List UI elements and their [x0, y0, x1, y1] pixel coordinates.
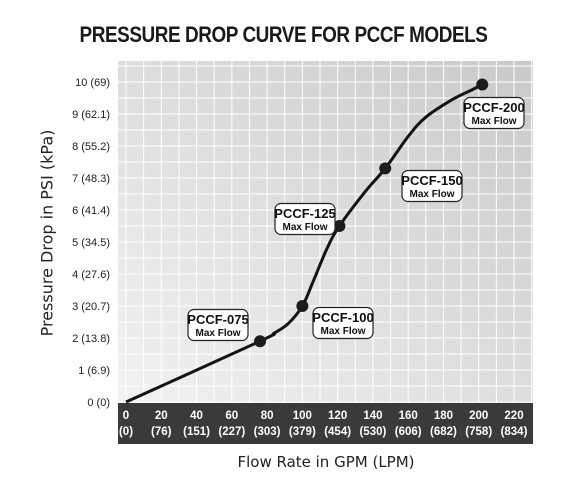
label-model-name: PCCF-150	[401, 173, 462, 188]
x-tick-label-lpm: (227)	[218, 426, 245, 438]
label-max-flow: Max Flow	[409, 189, 454, 200]
y-tick-label: 1 (6.9)	[78, 365, 110, 377]
y-tick-label: 10 (69)	[75, 77, 110, 89]
x-tick-label-lpm: (379)	[289, 426, 316, 438]
label-model-name: PCCF-200	[463, 100, 524, 115]
label-box	[274, 202, 336, 236]
label-box	[401, 169, 463, 203]
x-tick-label-lpm: (758)	[465, 426, 492, 438]
label-max-flow: Max Flow	[320, 326, 365, 337]
y-tick-label: 7 (48.3)	[72, 173, 110, 185]
data-point-pccf-075	[254, 335, 267, 348]
y-tick-label: 2 (13.8)	[72, 333, 110, 345]
x-tick-label: 100	[293, 410, 312, 422]
x-tick-label-lpm: (682)	[430, 426, 457, 438]
y-tick-label: 6 (41.4)	[72, 205, 110, 217]
x-tick-label: 60	[225, 410, 238, 422]
data-markers	[254, 78, 489, 348]
x-tick-label: 0	[123, 410, 129, 422]
y-tick-label: 4 (27.6)	[72, 269, 110, 281]
chart-title: PRESSURE DROP CURVE FOR PCCF MODELS	[79, 22, 488, 47]
y-tick-label: 5 (34.5)	[72, 237, 110, 249]
x-tick-label-lpm: (530)	[359, 426, 386, 438]
y-tick-label: 8 (55.2)	[72, 141, 110, 153]
label-box	[187, 308, 249, 342]
x-tick-label-lpm: (151)	[183, 426, 210, 438]
label-max-flow: Max Flow	[282, 222, 327, 233]
x-axis-label: Flow Rate in GPM (LPM)	[237, 453, 415, 471]
x-tick-label: 160	[399, 410, 418, 422]
x-tick-label-lpm: (76)	[151, 426, 172, 438]
x-tick-label-lpm: (303)	[254, 426, 281, 438]
x-tick-label: 20	[155, 410, 168, 422]
data-point-pccf-125	[333, 220, 346, 232]
x-tick-label: 120	[328, 410, 347, 422]
x-tick-label: 40	[190, 410, 203, 422]
x-tick-label-lpm: (0)	[119, 426, 133, 438]
x-tick-labels: 0 (0) 20 (76) 40 (151) 60 (227) 80 (303) 100 (379) 1…	[119, 410, 528, 438]
label-max-flow: Max Flow	[195, 328, 240, 339]
label-model-name: PCCF-125	[274, 206, 335, 221]
y-tick-labels: 0 (0) 1 (6.9) 2 (13.8) 3 (20.7) 4 (27.6) 5 (3…	[72, 77, 110, 409]
label-box	[312, 306, 374, 340]
x-tick-label: 220	[504, 410, 523, 422]
x-tick-label: 180	[434, 410, 453, 422]
x-tick-label-lpm: (454)	[324, 426, 351, 438]
x-tick-label-lpm: (606)	[395, 426, 422, 438]
data-point-pccf-200	[476, 78, 489, 91]
label-box	[463, 96, 525, 130]
x-tick-label-lpm: (834)	[501, 426, 528, 438]
data-point-pccf-150	[379, 162, 392, 175]
x-tick-label: 80	[261, 410, 274, 422]
x-axis-band	[118, 403, 533, 444]
data-point-pccf-100	[296, 300, 309, 312]
y-tick-label: 9 (62.1)	[72, 109, 110, 121]
label-max-flow: Max Flow	[471, 116, 516, 127]
x-tick-label: 140	[363, 410, 382, 422]
label-model-name: PCCF-100	[312, 310, 373, 325]
y-tick-label: 0 (0)	[87, 397, 110, 409]
y-tick-label: 3 (20.7)	[72, 301, 110, 313]
label-model-name: PCCF-075	[187, 312, 248, 327]
x-tick-label: 200	[469, 410, 488, 422]
